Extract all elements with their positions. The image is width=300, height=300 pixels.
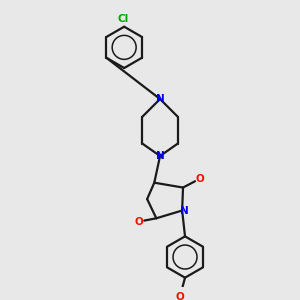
Text: N: N [180, 206, 189, 215]
Text: O: O [135, 217, 143, 227]
Text: O: O [196, 174, 205, 184]
Text: Cl: Cl [117, 14, 128, 24]
Text: N: N [156, 94, 164, 104]
Text: O: O [176, 292, 184, 300]
Text: N: N [156, 151, 164, 161]
